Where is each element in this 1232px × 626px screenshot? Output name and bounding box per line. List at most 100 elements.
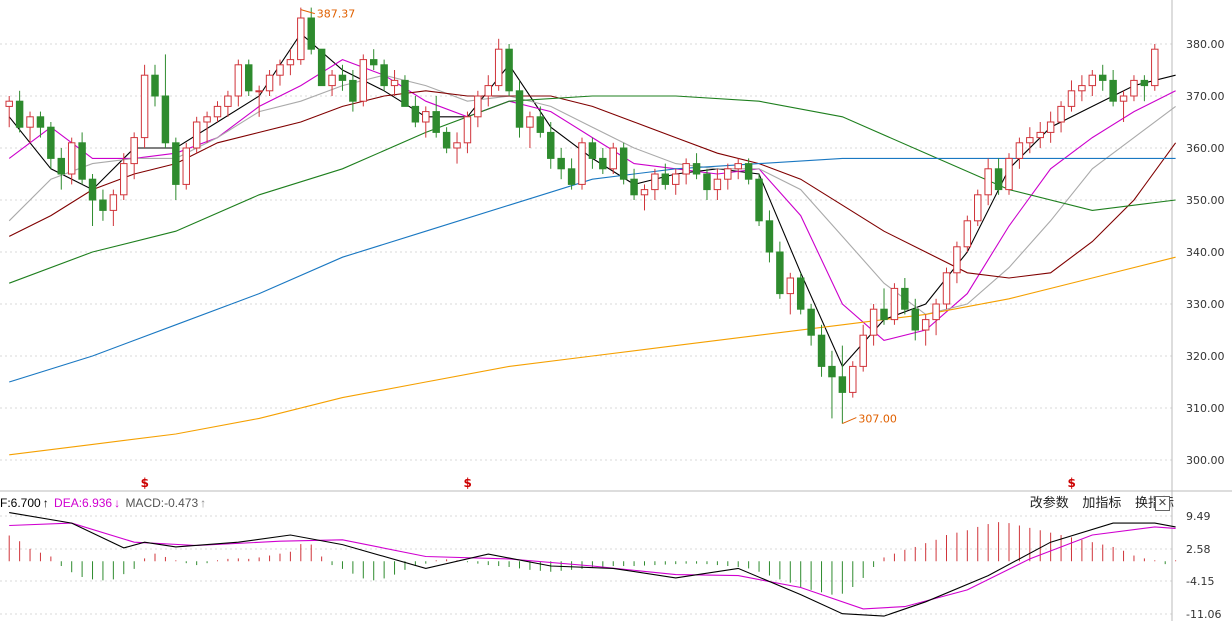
candle-body bbox=[849, 365, 857, 393]
dif-value: F:6.700 bbox=[0, 496, 41, 510]
candle-body bbox=[890, 287, 899, 321]
candle-body bbox=[484, 85, 492, 97]
moving-average-line bbox=[9, 157, 1176, 383]
candle-body bbox=[505, 48, 513, 92]
candlesticks bbox=[5, 7, 1159, 424]
signal-marker: $ bbox=[141, 476, 149, 490]
candle-body bbox=[1026, 137, 1034, 144]
candle-body bbox=[57, 157, 66, 175]
candle-body bbox=[276, 64, 284, 76]
candle-body bbox=[88, 178, 97, 201]
candle-body bbox=[369, 59, 378, 66]
candle-body bbox=[265, 74, 274, 92]
candle-body bbox=[286, 59, 295, 66]
candle-body bbox=[140, 74, 149, 139]
candle-body bbox=[47, 126, 55, 159]
price-tick-label: 330.00 bbox=[1186, 298, 1225, 311]
candle-body bbox=[442, 131, 451, 149]
candle-body bbox=[932, 303, 940, 321]
candle-body bbox=[463, 116, 472, 144]
candle-body bbox=[724, 168, 732, 180]
candle-body bbox=[630, 178, 638, 196]
low-price-label: 307.00 bbox=[858, 413, 897, 426]
candle-body bbox=[411, 105, 420, 123]
candle-body bbox=[911, 308, 919, 331]
candle-body bbox=[765, 220, 774, 253]
candle-body bbox=[953, 246, 961, 274]
candle-body bbox=[130, 137, 138, 165]
candle-body bbox=[172, 142, 180, 185]
add-indicator-button[interactable]: 加指标 bbox=[1082, 495, 1122, 510]
price-tick-label: 300.00 bbox=[1186, 454, 1225, 467]
candle-body bbox=[1057, 105, 1065, 123]
candle-body bbox=[880, 308, 888, 321]
macd-tick-label: 9.49 bbox=[1186, 510, 1211, 523]
candle-body bbox=[588, 142, 597, 159]
candle-body bbox=[619, 147, 628, 180]
candle-body bbox=[494, 48, 503, 87]
dea-arrow-down-icon: ↓ bbox=[114, 496, 121, 510]
candle-body bbox=[317, 48, 326, 87]
candle-body bbox=[994, 168, 1003, 191]
price-tick-label: 350.00 bbox=[1186, 194, 1225, 207]
candle-body bbox=[1067, 90, 1076, 107]
candle-body bbox=[1140, 79, 1149, 87]
candle-body bbox=[349, 79, 357, 102]
moving-average-line bbox=[8, 74, 1176, 315]
candle-body bbox=[921, 319, 930, 331]
candle-body bbox=[99, 199, 107, 211]
macd-dif-line bbox=[9, 512, 1176, 617]
candle-body bbox=[755, 178, 763, 222]
price-tick-label: 360.00 bbox=[1186, 142, 1225, 155]
candle-body bbox=[255, 90, 263, 93]
candle-body bbox=[807, 308, 815, 336]
dif-arrow-up-icon: ↑ bbox=[42, 496, 49, 510]
low-marker-line bbox=[842, 417, 857, 425]
macd-panel bbox=[8, 512, 1177, 617]
candle-body bbox=[786, 277, 795, 295]
candle-body bbox=[536, 116, 545, 133]
candle-body bbox=[5, 100, 13, 107]
macd-tick-label: -4.15 bbox=[1186, 575, 1214, 588]
price-tick-label: 370.00 bbox=[1186, 90, 1225, 103]
candle-body bbox=[817, 334, 826, 367]
candle-body bbox=[297, 17, 305, 61]
candle-body bbox=[67, 142, 76, 175]
candle-body bbox=[245, 64, 253, 92]
candle-body bbox=[901, 287, 909, 310]
candle-body bbox=[1015, 142, 1024, 159]
high-price-label: 387.37 bbox=[317, 8, 356, 21]
candle-body bbox=[151, 74, 159, 97]
candle-body bbox=[359, 59, 368, 102]
macd-arrow-up-icon: ↑ bbox=[200, 496, 207, 510]
candle-body bbox=[744, 163, 753, 180]
candle-body bbox=[26, 116, 34, 128]
candle-body bbox=[515, 90, 524, 128]
candle-body bbox=[453, 142, 461, 149]
moving-average-line bbox=[8, 90, 1177, 279]
candle-body bbox=[203, 116, 211, 123]
price-tick-label: 320.00 bbox=[1186, 350, 1225, 363]
candle-body bbox=[984, 168, 992, 196]
price-tick-label: 380.00 bbox=[1186, 38, 1225, 51]
candle-body bbox=[828, 365, 836, 378]
candle-body bbox=[1109, 79, 1117, 102]
close-icon[interactable]: ✕ bbox=[1155, 496, 1170, 511]
indicator-toolbar: 改参数 加指标 换指标 bbox=[1020, 494, 1174, 512]
candle-body bbox=[661, 173, 670, 185]
candle-body bbox=[307, 17, 315, 50]
candle-body bbox=[78, 142, 86, 180]
candle-body bbox=[578, 142, 586, 185]
candle-body bbox=[338, 74, 347, 81]
candle-body bbox=[713, 178, 722, 191]
change-params-button[interactable]: 改参数 bbox=[1029, 495, 1069, 510]
macd-header: F:6.700 ↑ DEA:6.936 ↓ MACD:-0.473 ↑ bbox=[0, 494, 208, 512]
candle-body bbox=[1151, 48, 1159, 87]
candle-body bbox=[401, 79, 409, 107]
candle-body bbox=[942, 272, 951, 305]
candle-body bbox=[213, 105, 222, 118]
candle-body bbox=[1098, 74, 1107, 81]
candle-body bbox=[109, 194, 118, 211]
